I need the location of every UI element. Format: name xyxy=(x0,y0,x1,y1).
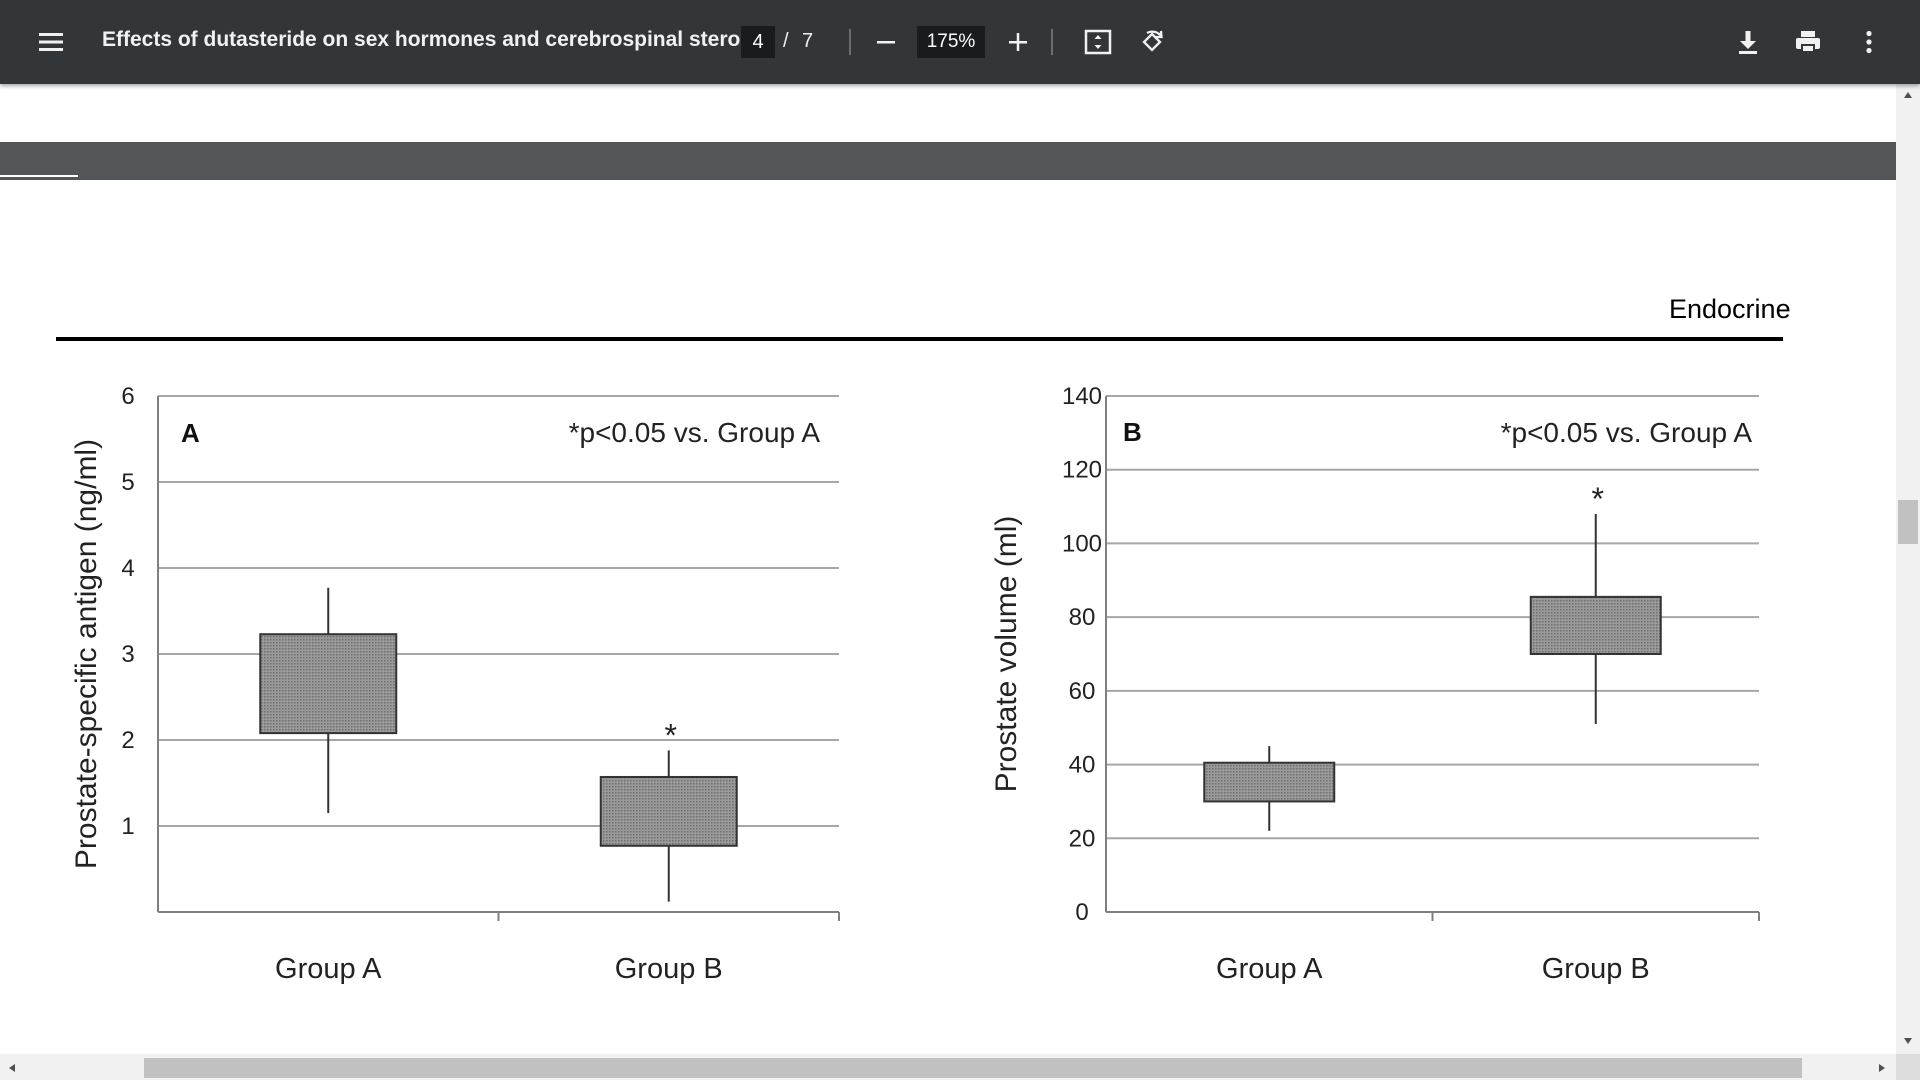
panel-label: B xyxy=(1123,417,1142,447)
menu-icon[interactable] xyxy=(34,26,68,58)
y-tick-label: 3 xyxy=(121,641,134,668)
pdf-toolbar: Effects of dutasteride on sex hormones a… xyxy=(0,0,1920,84)
y-tick-label: 6 xyxy=(121,383,134,410)
chart-panel-a: 1 2 3 4 5 6 Prostate-specific antigen (ng/ml) A… xyxy=(70,383,840,985)
scroll-right-arrow-icon[interactable] xyxy=(1872,1058,1892,1078)
box-iqr xyxy=(1529,595,1662,655)
page-number-input[interactable]: 4 xyxy=(741,26,775,58)
page-total: 7 xyxy=(802,30,814,52)
toolbar-divider xyxy=(1051,29,1053,55)
box-iqr xyxy=(599,775,738,847)
y-tick-label: 40 xyxy=(1069,752,1096,779)
y-axis-label: Prostate volume (ml) xyxy=(990,516,1023,793)
chart-panel-b: 0 20 40 60 80 100 120 140 Prostate volume (ml) B *… xyxy=(990,383,1760,985)
scroll-left-arrow-icon[interactable] xyxy=(2,1058,22,1078)
zoom-out-icon[interactable] xyxy=(870,26,902,58)
page-separator-gap xyxy=(0,142,1896,180)
x-category-label: Group A xyxy=(1216,953,1323,985)
running-head: Endocrine xyxy=(1669,294,1791,324)
box-iqr xyxy=(259,633,398,735)
y-tick-label: 60 xyxy=(1069,678,1096,705)
significance-annotation: *p<0.05 vs. Group A xyxy=(569,417,821,448)
y-tick-label: 140 xyxy=(1062,383,1102,410)
significance-annotation: *p<0.05 vs. Group A xyxy=(1501,417,1753,448)
fit-page-icon[interactable] xyxy=(1080,24,1116,60)
x-category-label: Group A xyxy=(275,953,382,985)
x-category-label: Group B xyxy=(1542,953,1650,985)
y-tick-label: 2 xyxy=(121,727,134,754)
y-tick-label: 100 xyxy=(1062,530,1102,557)
zoom-level-input[interactable]: 175% xyxy=(917,26,985,58)
significance-marker: * xyxy=(665,717,677,753)
toolbar-divider xyxy=(849,29,851,55)
header-rule xyxy=(56,337,1783,341)
page-separator: / xyxy=(783,30,789,52)
horizontal-scrollbar-thumb[interactable] xyxy=(144,1058,1802,1078)
download-icon[interactable] xyxy=(1730,24,1766,60)
panel-label: A xyxy=(181,418,200,448)
document-title: Effects of dutasteride on sex hormones a… xyxy=(102,28,758,51)
figure-charts: 1 2 3 4 5 6 Prostate-specific antigen (ng/ml) A… xyxy=(70,383,1760,985)
y-tick-label: 0 xyxy=(1075,899,1088,926)
print-icon[interactable] xyxy=(1790,24,1826,60)
scroll-up-arrow-icon[interactable] xyxy=(1896,86,1920,104)
vertical-scrollbar[interactable] xyxy=(1896,84,1920,1054)
y-tick-label: 4 xyxy=(121,555,134,582)
zoom-in-icon[interactable] xyxy=(1002,26,1034,58)
vertical-scrollbar-thumb[interactable] xyxy=(1898,500,1918,544)
y-tick-label: 20 xyxy=(1069,825,1096,852)
scrollbar-corner xyxy=(1896,1054,1920,1080)
x-category-label: Group B xyxy=(615,953,723,985)
scroll-down-arrow-icon[interactable] xyxy=(1896,1032,1920,1050)
y-tick-label: 120 xyxy=(1062,457,1102,484)
y-tick-label: 5 xyxy=(121,469,134,496)
more-options-icon[interactable] xyxy=(1852,24,1886,60)
y-axis-label: Prostate-specific antigen (ng/ml) xyxy=(70,439,103,869)
y-tick-label: 80 xyxy=(1069,604,1096,631)
document-viewer[interactable]: Endocrine 1 2 3 4 5 6 Prostate-specific antige… xyxy=(0,84,1896,1054)
rotate-icon[interactable] xyxy=(1134,24,1170,60)
y-tick-label: 1 xyxy=(121,813,134,840)
page-edge xyxy=(0,175,78,177)
box-iqr xyxy=(1203,761,1336,803)
significance-marker: * xyxy=(1592,481,1604,517)
